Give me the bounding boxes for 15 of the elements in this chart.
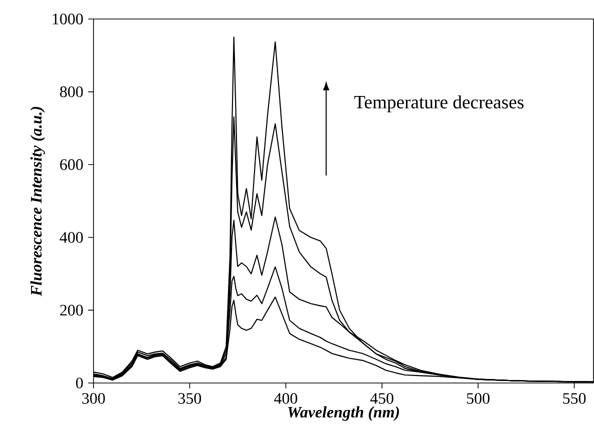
x-tick-label: 300: [82, 393, 105, 404]
x-tick-label: 550: [563, 393, 586, 404]
y-tick-label: 200: [60, 304, 83, 316]
x-axis-title: Wavelength (nm): [288, 406, 399, 421]
x-tick-label: 400: [274, 393, 298, 404]
x-tick-label: 450: [370, 393, 394, 404]
y-tick-label: 400: [60, 232, 83, 243]
y-tick-label: 1000: [52, 14, 83, 24]
x-tick-label: 500: [467, 393, 490, 404]
y-tick-label: 0: [76, 378, 83, 388]
annotation: Temperature decreases: [354, 95, 524, 112]
y-tick-label: 600: [60, 159, 83, 170]
y-axis-title: Fluorescence Intensity (a.u.): [30, 106, 45, 296]
x-tick-label: 350: [178, 393, 202, 404]
y-tick-label: 800: [60, 86, 83, 98]
